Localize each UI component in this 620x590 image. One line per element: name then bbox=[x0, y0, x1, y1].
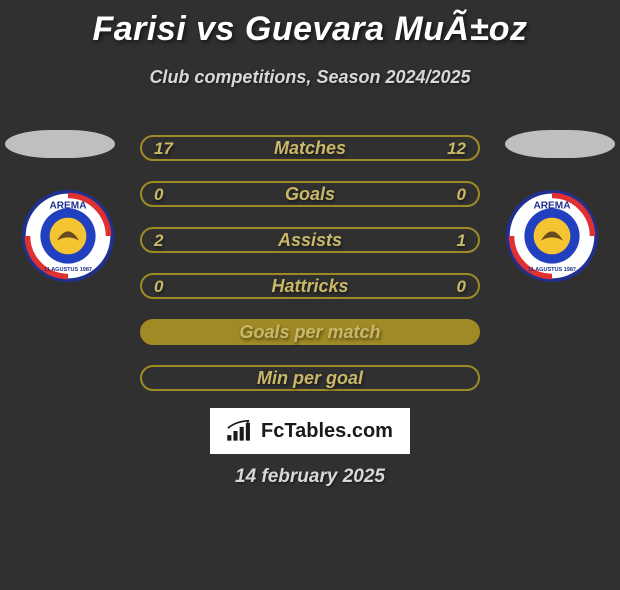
stat-label: Min per goal bbox=[257, 368, 363, 389]
club-badge-left: AREMA 11 AGUSTUS 1987 bbox=[8, 190, 128, 282]
club-badge-right: AREMA 11 AGUSTUS 1987 bbox=[492, 190, 612, 282]
page-subtitle: Club competitions, Season 2024/2025 bbox=[0, 67, 620, 88]
footer-date: 14 february 2025 bbox=[0, 466, 620, 488]
oval-placeholder bbox=[505, 130, 615, 158]
stat-value-left: 2 bbox=[154, 231, 163, 251]
svg-text:AREMA: AREMA bbox=[49, 200, 87, 211]
stat-label: Hattricks bbox=[271, 276, 348, 297]
stat-label: Goals per match bbox=[239, 322, 380, 343]
chart-icon bbox=[227, 420, 255, 442]
brand-box: FcTables.com bbox=[210, 408, 410, 454]
arema-badge-icon: AREMA 11 AGUSTUS 1987 bbox=[506, 190, 598, 282]
brand-text: FcTables.com bbox=[261, 420, 393, 443]
stat-row: Goals 0 0 bbox=[140, 181, 480, 207]
svg-text:AREMA: AREMA bbox=[533, 200, 571, 211]
stat-value-left: 17 bbox=[154, 139, 173, 159]
stat-row: Goals per match bbox=[140, 319, 480, 345]
page-title: Farisi vs Guevara MuÃ±oz bbox=[0, 10, 620, 49]
player-left-placeholder bbox=[0, 130, 120, 158]
stat-row: Assists 2 1 bbox=[140, 227, 480, 253]
stat-value-right: 1 bbox=[457, 231, 466, 251]
stat-label: Goals bbox=[285, 184, 335, 205]
stat-value-left: 0 bbox=[154, 185, 163, 205]
svg-text:11 AGUSTUS 1987: 11 AGUSTUS 1987 bbox=[528, 267, 576, 273]
arema-badge-icon: AREMA 11 AGUSTUS 1987 bbox=[22, 190, 114, 282]
stat-value-right: 12 bbox=[447, 139, 466, 159]
stat-row: Min per goal bbox=[140, 365, 480, 391]
stats-container: Matches1712Goals00Assists21Hattricks00Go… bbox=[140, 135, 480, 391]
player-right-placeholder bbox=[500, 130, 620, 158]
stat-value-left: 0 bbox=[154, 277, 163, 297]
stat-row: Matches 17 12 bbox=[140, 135, 480, 161]
stat-label: Assists bbox=[278, 230, 342, 251]
stat-label: Matches bbox=[274, 138, 346, 159]
stat-row: Hattricks 0 0 bbox=[140, 273, 480, 299]
stat-value-right: 0 bbox=[457, 185, 466, 205]
svg-text:11 AGUSTUS 1987: 11 AGUSTUS 1987 bbox=[44, 267, 92, 273]
stat-value-right: 0 bbox=[457, 277, 466, 297]
oval-placeholder bbox=[5, 130, 115, 158]
